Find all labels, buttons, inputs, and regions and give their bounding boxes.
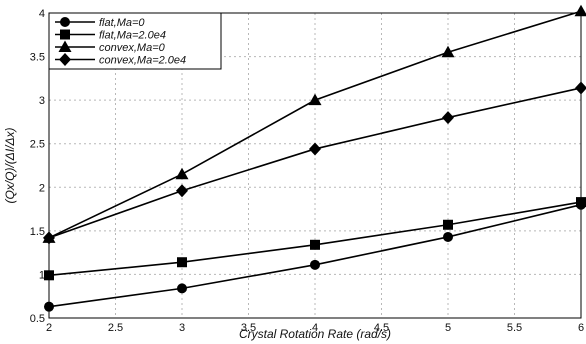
- square-marker: [60, 29, 70, 40]
- x-tick-label: 3: [179, 322, 185, 334]
- legend-label: flat,Ma=2.0e4: [99, 30, 166, 42]
- x-tick-label: 2: [46, 322, 52, 334]
- x-tick-label: 4: [312, 322, 318, 334]
- y-tick-label: 1: [39, 269, 45, 281]
- square-marker: [177, 257, 187, 268]
- diamond-marker: [59, 53, 71, 66]
- diamond-marker: [176, 184, 188, 198]
- diamond-marker: [309, 142, 321, 156]
- triangle-marker: [58, 40, 72, 52]
- y-tick-label: 3.5: [30, 52, 45, 64]
- x-tick-label: 5.5: [507, 322, 522, 334]
- legend: flat,Ma=0flat,Ma=2.0e4convex,Ma=0convex,…: [48, 12, 222, 70]
- plot-frame: [48, 12, 582, 319]
- y-axis-title: (Qx/Q)/(ΔI/Δx): [3, 127, 17, 203]
- legend-label: convex,Ma=2.0e4: [99, 55, 186, 67]
- square-marker: [310, 239, 320, 250]
- circle-marker: [60, 17, 70, 27]
- x-tick-label: 3.5: [241, 322, 256, 334]
- legend-label: convex,Ma=0: [99, 42, 166, 54]
- y-tick-label: 4: [39, 8, 45, 20]
- x-tick-label: 2.5: [108, 322, 123, 334]
- x-tick-label: 4.5: [374, 322, 389, 334]
- y-tick-label: 1.5: [30, 226, 45, 238]
- triangle-marker: [441, 45, 455, 58]
- x-axis-title: Crystal Rotation Rate (rad/s): [239, 327, 391, 341]
- series-line: [48, 203, 582, 308]
- circle-marker: [310, 259, 320, 270]
- x-tick-label: 5: [445, 322, 451, 334]
- square-marker: [443, 219, 453, 230]
- circle-marker: [443, 231, 453, 242]
- legend-label: flat,Ma=0: [99, 17, 145, 29]
- x-tick-label: 6: [578, 322, 584, 334]
- y-tick-label: 3: [39, 95, 45, 107]
- diamond-marker: [442, 111, 454, 125]
- y-tick-label: 2: [39, 182, 45, 194]
- circle-marker: [177, 283, 187, 294]
- y-tick-label: 2.5: [30, 139, 45, 151]
- triangle-marker: [175, 167, 189, 180]
- tick-labels: 2 2.5 3 3.5 4 4.5 5 5.5 6 0.5 1 1.5 2 2.5 3 3.5 4: [30, 8, 584, 334]
- triangle-marker: [308, 93, 322, 106]
- y-tick-label: 0.5: [30, 313, 45, 325]
- triangle-marker: [574, 4, 586, 17]
